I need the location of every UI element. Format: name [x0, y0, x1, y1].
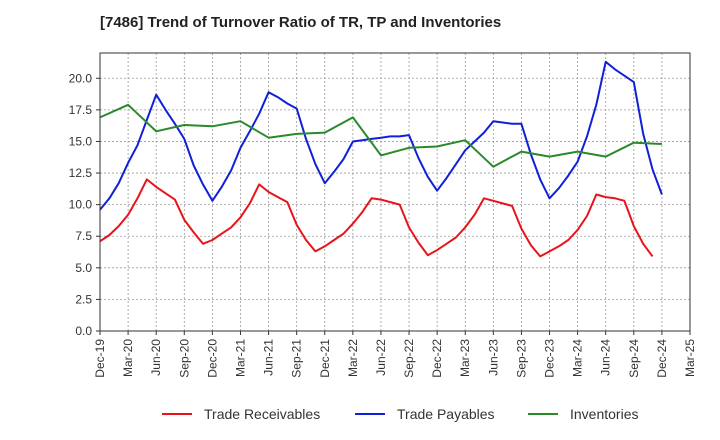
y-tick-label: 10.0 [69, 198, 93, 212]
x-tick-label: Jun-23 [486, 339, 500, 376]
x-tick-label: Mar-25 [683, 339, 697, 377]
x-tick-label: Jun-24 [599, 339, 613, 376]
x-tick-label: Dec-24 [655, 339, 669, 378]
x-tick-label: Dec-22 [430, 339, 444, 378]
y-tick-label: 7.5 [75, 229, 92, 243]
x-tick-label: Dec-20 [205, 339, 219, 378]
legend-label-trade-payables: Trade Payables [397, 406, 495, 422]
y-tick-label: 20.0 [69, 71, 93, 85]
plot-frame [99, 52, 691, 332]
x-tick-label: Sep-24 [627, 339, 641, 378]
x-tick-label: Jun-20 [149, 339, 163, 376]
chart-title: [7486] Trend of Turnover Ratio of TR, TP… [100, 14, 502, 31]
legend-label-trade-receivables: Trade Receivables [204, 406, 320, 422]
y-tick-label: 5.0 [75, 261, 92, 275]
y-axis: 0.0 2.5 5.0 7.5 10.0 12.5 15.0 17.5 20.0 [69, 71, 100, 338]
x-tick-label: Sep-21 [290, 339, 304, 378]
series-line-inventories [99, 103, 662, 168]
y-tick-label: 0.0 [75, 324, 92, 338]
legend: Trade Receivables Trade Payables Inventori… [162, 406, 638, 422]
x-tick-label: Mar-22 [346, 339, 360, 377]
x-tick-label: Sep-22 [402, 339, 416, 378]
x-tick-label: Jun-21 [262, 339, 276, 376]
x-tick-label: Mar-24 [571, 339, 585, 377]
y-tick-label: 12.5 [69, 166, 93, 180]
x-tick-label: Sep-23 [514, 339, 528, 378]
series-lines [99, 60, 663, 258]
y-tick-label: 15.0 [69, 134, 93, 148]
x-tick-label: Mar-20 [121, 339, 135, 377]
x-tick-label: Dec-19 [93, 339, 107, 378]
x-tick-label: Dec-21 [318, 339, 332, 378]
y-tick-label: 2.5 [75, 292, 92, 306]
series-line-trade-receivables [99, 178, 654, 258]
x-tick-label: Mar-23 [458, 339, 472, 377]
x-tick-label: Dec-23 [543, 339, 557, 378]
x-tick-label: Jun-22 [374, 339, 388, 376]
x-tick-label: Sep-20 [177, 339, 191, 378]
x-tick-label: Mar-21 [233, 339, 247, 377]
x-axis: Dec-19 Mar-20 Jun-20 Sep-20 Dec-20 Mar-21 Jun-… [93, 331, 697, 378]
legend-label-inventories: Inventories [570, 406, 638, 422]
series-line-trade-payables [99, 60, 663, 211]
y-tick-label: 17.5 [69, 103, 93, 117]
grid-lines [99, 53, 691, 332]
